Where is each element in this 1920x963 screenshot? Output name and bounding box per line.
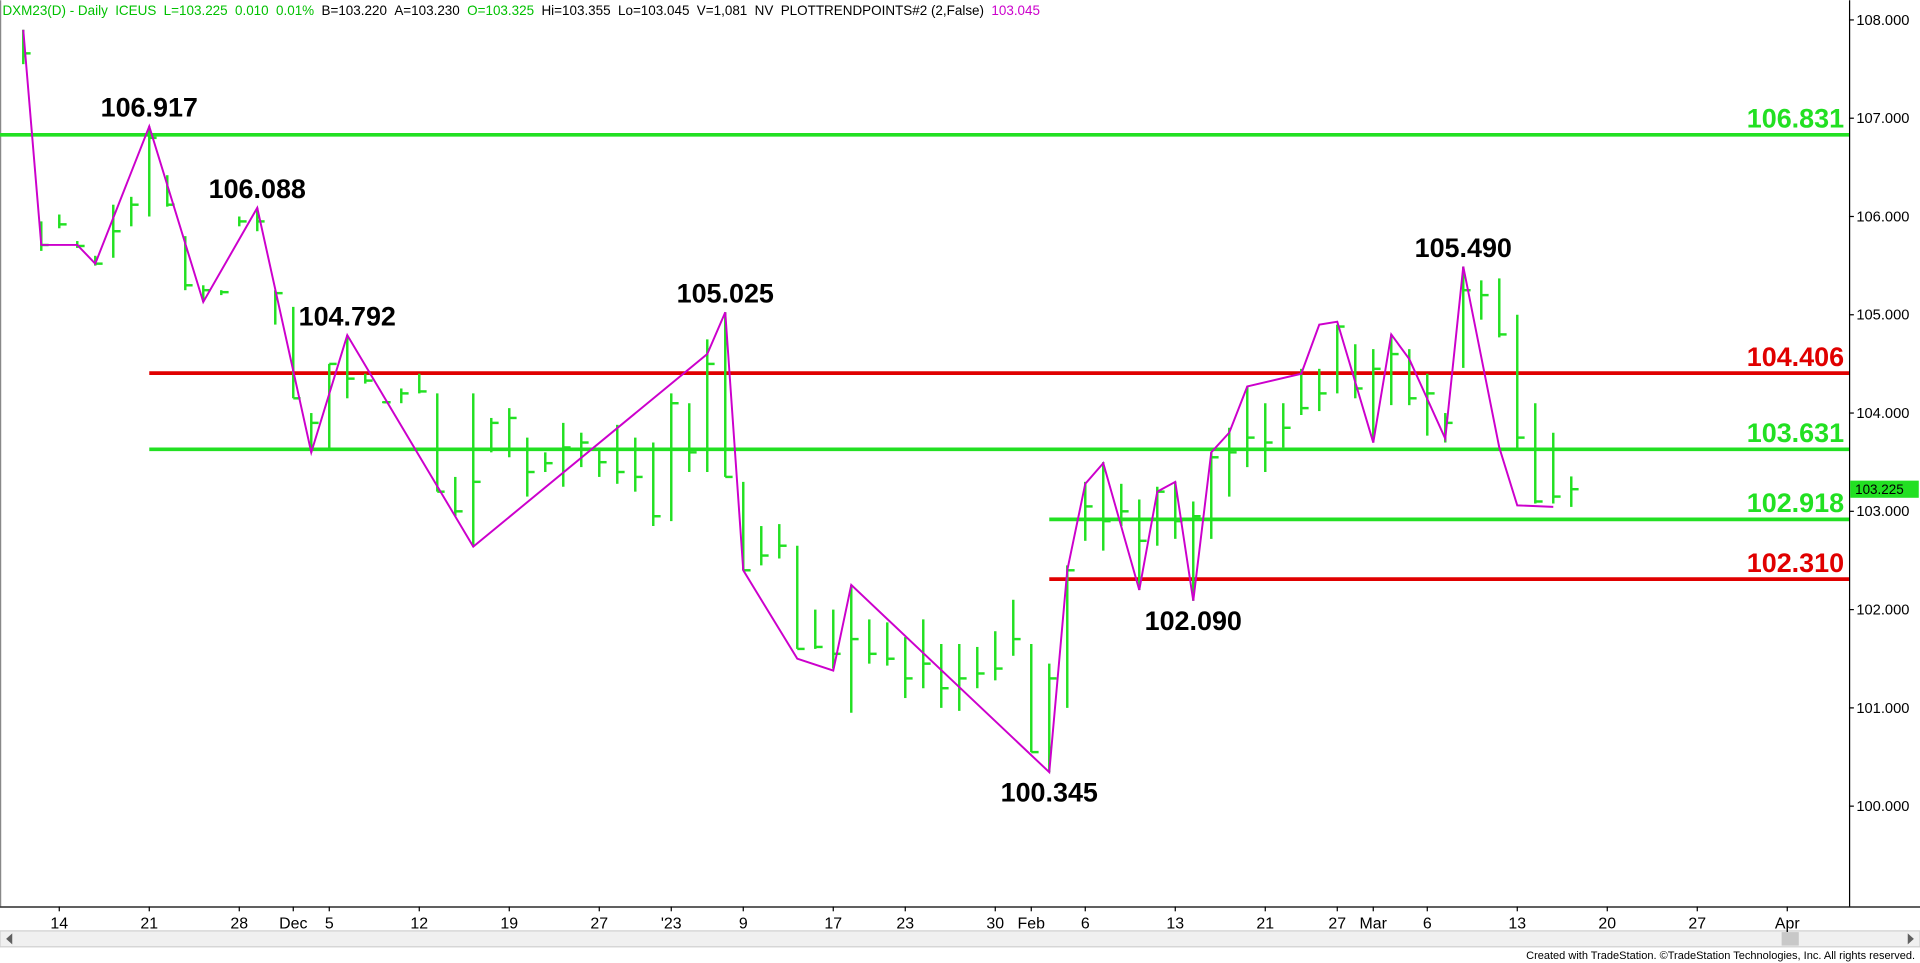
x-tick-label: 17: [824, 915, 842, 932]
header-item: NV: [755, 3, 774, 18]
x-tick-label: 13: [1166, 915, 1184, 932]
x-tick-label: 6: [1423, 915, 1432, 932]
x-tick-label: 28: [230, 915, 248, 932]
x-tick-label: Mar: [1360, 915, 1388, 932]
x-tick-label: 21: [140, 915, 158, 932]
scrollbar-thumb[interactable]: [1781, 932, 1799, 946]
header-item: L=103.225: [164, 3, 228, 18]
header-item: A=103.230: [394, 3, 459, 18]
header: DXM23(D) - Daily ICEUS L=103.225 0.010 0.01%…: [2, 3, 1040, 18]
x-tick-label: 14: [50, 915, 68, 932]
level-label: 104.406: [1747, 342, 1844, 372]
swing-line: [22, 29, 1554, 775]
x-tick-label: Dec: [279, 915, 307, 932]
x-tick-label: 21: [1256, 915, 1274, 932]
y-tick-label: 102.000: [1856, 602, 1909, 618]
y-tick-label: 103.000: [1856, 504, 1909, 520]
x-tick-label: 23: [896, 915, 914, 932]
scroll-right-arrow[interactable]: [1907, 933, 1914, 945]
x-tick-label: 27: [1328, 915, 1346, 932]
header-item: PLOTTRENDPOINTS#2 (2,False): [781, 3, 984, 18]
pivot-label: 105.025: [677, 279, 774, 309]
x-tick-label: 13: [1508, 915, 1526, 932]
x-tick-label: 27: [1688, 915, 1706, 932]
header-item: Lo=103.045: [618, 3, 689, 18]
scrollbar[interactable]: [0, 930, 1920, 948]
y-tick-label: 105.000: [1856, 308, 1909, 324]
level-label: 106.831: [1747, 103, 1844, 133]
pivot-label: 106.917: [101, 93, 198, 123]
x-tick-label: 9: [739, 915, 748, 932]
header-item: Hi=103.355: [541, 3, 610, 18]
y-tick-label: 107.000: [1856, 111, 1909, 127]
header-item: 103.045: [991, 3, 1040, 18]
header-item: ICEUS: [115, 3, 156, 18]
level-label: 102.918: [1747, 488, 1844, 518]
x-tick-label: 27: [590, 915, 608, 932]
x-tick-label: 12: [410, 915, 428, 932]
y-tick-label: 100.000: [1856, 799, 1909, 815]
pivot-label: 105.490: [1415, 233, 1512, 263]
y-tick-label: 108.000: [1856, 13, 1909, 29]
header-item: DXM23(D) - Daily: [2, 3, 108, 18]
header-item: O=103.325: [467, 3, 534, 18]
x-tick-label: Apr: [1775, 915, 1800, 932]
pivot-label: 104.792: [299, 301, 396, 331]
y-tick-label: 104.000: [1856, 406, 1909, 422]
footer: Created with TradeStation. ©TradeStation…: [1526, 950, 1915, 962]
last-price-box: [1850, 480, 1919, 498]
header-item: V=1,081: [697, 3, 748, 18]
header-item: 0.010: [235, 3, 269, 18]
level-label: 102.310: [1747, 548, 1844, 578]
level-label: 103.631: [1747, 418, 1844, 448]
header-item: B=103.220: [322, 3, 387, 18]
scroll-left-arrow[interactable]: [6, 933, 13, 945]
x-tick-label: 19: [500, 915, 518, 932]
pivot-label: 100.345: [1001, 778, 1098, 808]
y-tick-label: 106.000: [1856, 209, 1909, 225]
header-item: 0.01%: [276, 3, 314, 18]
x-tick-label: 30: [986, 915, 1004, 932]
y-tick-label: 101.000: [1856, 701, 1909, 717]
pivot-label: 106.088: [209, 174, 306, 204]
x-tick-label: 20: [1598, 915, 1616, 932]
pivot-label: 102.090: [1145, 606, 1242, 636]
last-price-label: 103.225: [1855, 482, 1904, 497]
x-tick-label: Feb: [1018, 915, 1046, 932]
x-tick-label: 6: [1081, 915, 1090, 932]
x-tick-label: 5: [325, 915, 334, 932]
x-tick-label: '23: [661, 915, 682, 932]
